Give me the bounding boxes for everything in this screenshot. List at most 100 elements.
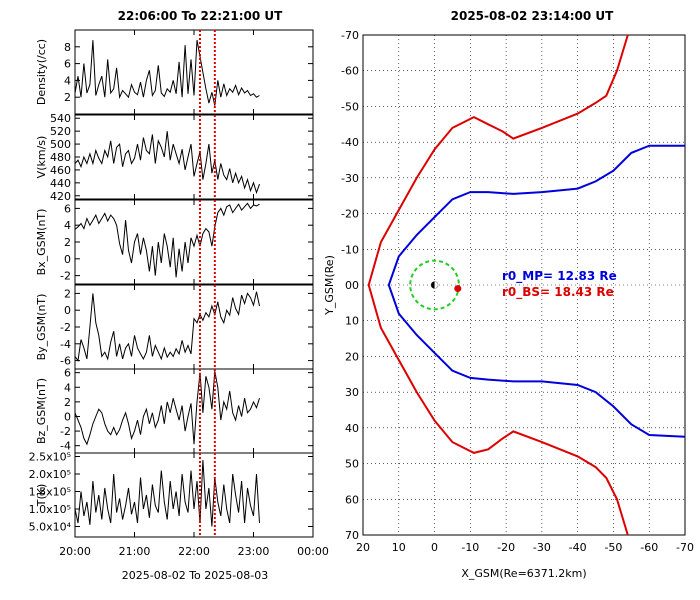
y-tick-label: 460 xyxy=(50,164,71,177)
x-tick-label: 23:00 xyxy=(238,545,270,558)
y-tick-label: -50 xyxy=(341,100,359,113)
y-tick-label: 40 xyxy=(345,422,359,435)
x-tick-label: 20:00 xyxy=(59,545,91,558)
panel-by: -6 -4 -2 0 2 By_GSM(nT) xyxy=(35,284,314,370)
earth-radius-circle xyxy=(409,259,460,311)
series-line-velocity xyxy=(74,131,260,195)
y-tick-label: -2 xyxy=(60,425,71,438)
x-tick-label: -30 xyxy=(533,541,551,554)
y-tick-label: -20 xyxy=(341,208,359,221)
y-tick-label: 440 xyxy=(50,177,71,190)
x-tick-label: -20 xyxy=(497,541,515,554)
magnetosphere-map: 20 10 0 -10 -20 -30 -40 -50 -60 -70 -70 -60 -50 -40 -3… xyxy=(323,29,694,580)
y-axis-label: Bx_GSM(nT) xyxy=(35,209,48,276)
y-tick-label: 2 xyxy=(64,91,71,104)
y-tick-label: -70 xyxy=(341,29,359,42)
y-tick-label: 6 xyxy=(64,202,71,215)
x-tick-label: 20 xyxy=(356,541,370,554)
y-axis-label: V(km/s) xyxy=(35,136,48,179)
y-tick-label: 2 xyxy=(64,236,71,249)
panel-bz: -4 -2 02 46 Bz_GSM(nT) xyxy=(35,367,314,454)
panel-frame xyxy=(74,452,314,538)
x-tick-label: 00:00 xyxy=(297,545,329,558)
y-tick-label: 4 xyxy=(64,74,71,87)
map-time-title: 2025-08-02 23:14:00 UT xyxy=(451,9,615,23)
panel-frame xyxy=(74,284,314,370)
y-axis-label: T(K) xyxy=(35,484,48,508)
y-tick-label: -2 xyxy=(60,270,71,283)
y-tick-label: -4 xyxy=(60,440,71,453)
y-tick-label: 500 xyxy=(50,138,71,151)
series-line-temperature xyxy=(74,459,260,527)
y-axis-label: By_GSM(nT) xyxy=(35,294,48,361)
y-tick-label: 0 xyxy=(64,253,71,266)
panel-density: 2 4 6 8 Density(/cc) xyxy=(35,29,314,115)
y-tick-label: 1.0x10⁵ xyxy=(29,503,71,516)
spacecraft-position-marker xyxy=(454,285,462,293)
panel-frame xyxy=(74,199,314,285)
label-r0_BS: r0_BS= 18.43 Re xyxy=(502,285,614,300)
y-tick-label: 480 xyxy=(50,151,71,164)
series-line-bx xyxy=(74,202,260,278)
time-range-title: 22:06:00 To 22:21:00 UT xyxy=(118,9,284,23)
panel-frame xyxy=(74,114,314,200)
y-tick-label: -60 xyxy=(341,65,359,78)
y-tick-label: 20 xyxy=(345,350,359,363)
y-tick-label: -4 xyxy=(60,338,71,351)
y-axis-label: Density(/cc) xyxy=(35,39,48,105)
y-tick-label: 520 xyxy=(50,125,71,138)
panel-bx: -2 0 2 4 6 Bx_GSM(nT) xyxy=(35,199,314,285)
x-tick-label: 21:00 xyxy=(119,545,151,558)
y-tick-label: 2.5x10⁵ xyxy=(29,451,71,464)
series-line-by xyxy=(74,291,260,362)
y-tick-label: 4 xyxy=(64,219,71,232)
x-tick-label: 10 xyxy=(392,541,406,554)
x-tick-label: -50 xyxy=(604,541,622,554)
x-tick-label: -70 xyxy=(676,541,694,554)
date-range-footer: 2025-08-02 To 2025-08-03 xyxy=(122,569,268,582)
y-tick-label: -2 xyxy=(60,321,71,334)
y-tick-label: 60 xyxy=(345,493,359,506)
y-tick-label: 00 xyxy=(345,279,359,292)
y-tick-label: 5.0x10⁴ xyxy=(29,521,72,534)
y-tick-label: -10 xyxy=(341,243,359,256)
y-tick-label: 540 xyxy=(50,112,71,125)
y-tick-label: 1.5x10⁵ xyxy=(29,486,71,499)
y-tick-label: 2.0x10⁵ xyxy=(29,468,71,481)
y-tick-label: 2 xyxy=(64,396,71,409)
x-axis-label: X_GSM(Re=6371.2km) xyxy=(461,567,586,580)
y-tick-label: 0 xyxy=(64,304,71,317)
y-tick-label: 0 xyxy=(64,410,71,423)
y-tick-label: 50 xyxy=(345,458,359,471)
y-tick-label: -30 xyxy=(341,172,359,185)
y-tick-label: 10 xyxy=(345,315,359,328)
label-r0_MP: r0_MP= 12.83 Re xyxy=(502,269,617,284)
y-axis-label: Y_GSM(Re) xyxy=(323,255,336,316)
y-tick-label: 70 xyxy=(345,529,359,542)
y-tick-label: -6 xyxy=(60,355,71,368)
x-tick-label: -60 xyxy=(640,541,658,554)
y-tick-label: 6 xyxy=(64,58,71,71)
x-tick-label: 0 xyxy=(431,541,438,554)
panel-frame xyxy=(74,29,314,115)
y-tick-label: 4 xyxy=(64,381,71,394)
series-line-bz xyxy=(74,371,260,446)
boundary-curve-r0_BS xyxy=(367,34,629,536)
series-line-density xyxy=(74,40,260,106)
panel-temperature: 5.0x10⁴ 1.0x10⁵ 1.5x10⁵ 2.0x10⁵ 2.5x10⁵ 20:00… xyxy=(29,451,329,559)
x-tick-label: -10 xyxy=(461,541,479,554)
y-tick-label: 30 xyxy=(345,386,359,399)
y-tick-label: 2 xyxy=(64,287,71,300)
y-tick-label: 8 xyxy=(64,41,71,54)
y-tick-label: 420 xyxy=(50,190,71,203)
y-axis-label: Bz_GSM(nT) xyxy=(35,378,48,444)
earth-night-side xyxy=(431,281,435,289)
y-tick-label: -40 xyxy=(341,136,359,149)
y-tick-label: 6 xyxy=(64,367,71,380)
timeseries-panels: 2468Density(/cc)420440460480500520540V(k… xyxy=(29,29,329,559)
x-tick-label: 22:00 xyxy=(178,545,210,558)
boundary-curve-r0_MP xyxy=(387,144,686,438)
x-tick-label: -40 xyxy=(569,541,587,554)
